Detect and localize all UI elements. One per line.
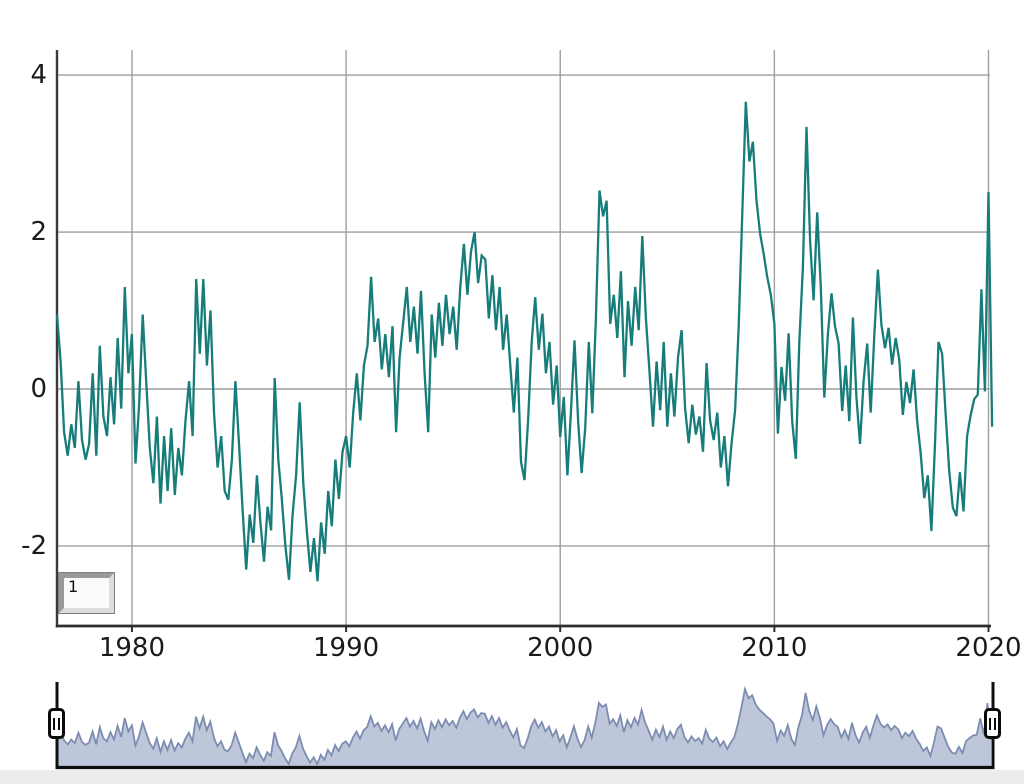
- navigator-track[interactable]: [55, 682, 995, 770]
- gridlines: [57, 50, 990, 626]
- x-tick-label-1990: 1990: [312, 633, 380, 663]
- navigator-line: [56, 685, 992, 767]
- y-tick-label--2: -2: [21, 530, 47, 561]
- axes: [55, 50, 991, 632]
- x-tick-label-2000: 2000: [527, 633, 594, 663]
- series-line-1: [55, 101, 994, 582]
- y-tick-label-0: 0: [30, 374, 47, 404]
- grip-line: [53, 717, 55, 730]
- y-tick-label-4: 4: [30, 60, 47, 91]
- range-start-handle[interactable]: [48, 708, 65, 739]
- x-tick-label-2020: 2020: [955, 633, 1022, 663]
- y-tick-label-2: 2: [30, 217, 47, 248]
- grip-line: [989, 717, 991, 730]
- x-tick-label-1980: 1980: [98, 633, 166, 663]
- bevel-frame: [59, 573, 114, 613]
- grip-line: [58, 717, 60, 730]
- range-end-handle[interactable]: [984, 708, 1001, 739]
- series-number-label: 1: [68, 577, 79, 596]
- grip-line: [994, 717, 996, 730]
- x-tick-label-2010: 2010: [741, 633, 808, 663]
- main-plot-area[interactable]: [55, 101, 994, 582]
- footer-strip: [0, 770, 1024, 784]
- series-number-box[interactable]: 1: [58, 572, 115, 614]
